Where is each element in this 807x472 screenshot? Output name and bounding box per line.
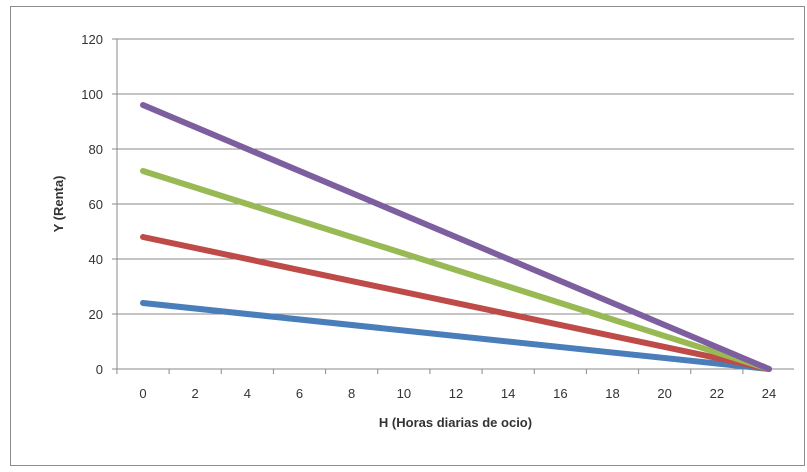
x-tick-label: 0 bbox=[139, 386, 146, 401]
chart-canvas: 0 20 40 60 80 100 120 0 2 4 6 8 10 12 14 16 18 20 22 24 H … bbox=[10, 6, 805, 466]
y-tick-label: 20 bbox=[89, 307, 103, 322]
chart-frame: 0 20 40 60 80 100 120 0 2 4 6 8 10 12 14 16 18 20 22 24 H … bbox=[10, 6, 805, 466]
y-tick-label: 120 bbox=[81, 32, 103, 47]
y-tick-label: 40 bbox=[89, 252, 103, 267]
series-lines bbox=[140, 102, 772, 372]
x-axis-label: H (Horas diarias de ocio) bbox=[379, 415, 532, 430]
x-tick-label: 16 bbox=[553, 386, 567, 401]
y-tick-label: 60 bbox=[89, 197, 103, 212]
x-tick-label: 18 bbox=[605, 386, 619, 401]
x-tick-label: 14 bbox=[501, 386, 515, 401]
x-tick-label: 20 bbox=[657, 386, 671, 401]
y-axis-label: Y (Renta) bbox=[51, 176, 66, 233]
series-line-3 bbox=[140, 168, 772, 372]
axes bbox=[112, 38, 794, 374]
x-tick-label: 24 bbox=[762, 386, 776, 401]
x-tick-label: 10 bbox=[397, 386, 411, 401]
y-tick-label: 0 bbox=[96, 362, 103, 377]
x-tick-labels: 0 2 4 6 8 10 12 14 16 18 20 22 24 bbox=[139, 386, 776, 401]
x-tick-label: 6 bbox=[296, 386, 303, 401]
x-tick-label: 12 bbox=[449, 386, 463, 401]
gridlines bbox=[117, 38, 794, 315]
y-tick-label: 80 bbox=[89, 142, 103, 157]
x-tick-label: 4 bbox=[244, 386, 251, 401]
x-tick-label: 2 bbox=[192, 386, 199, 401]
x-tick-label: 22 bbox=[710, 386, 724, 401]
y-tick-labels: 0 20 40 60 80 100 120 bbox=[81, 32, 103, 377]
y-tick-label: 100 bbox=[81, 87, 103, 102]
x-tick-label: 8 bbox=[348, 386, 355, 401]
series-line-1 bbox=[140, 300, 772, 372]
series-line-2 bbox=[140, 234, 772, 372]
series-line-4 bbox=[140, 102, 772, 372]
